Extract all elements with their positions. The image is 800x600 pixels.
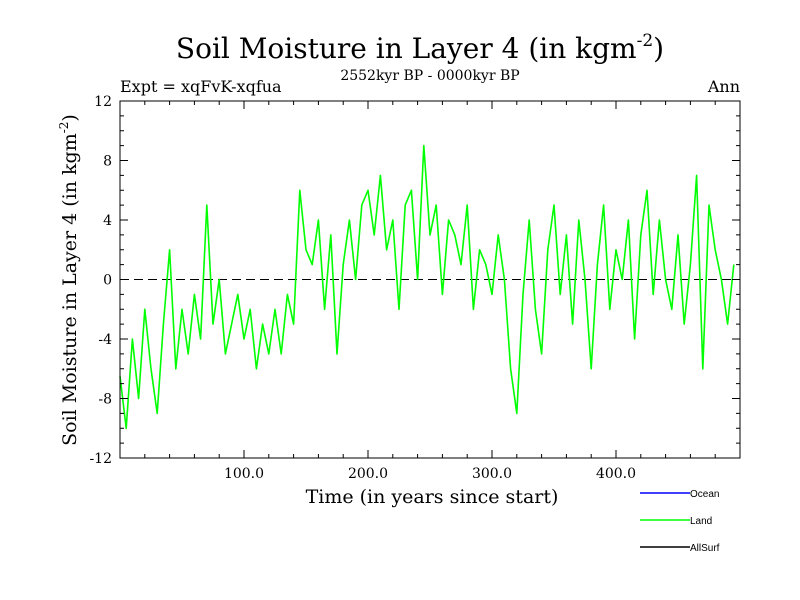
y-tick-label: 4 [103, 213, 112, 229]
x-tick-label: 100.0 [224, 466, 264, 482]
chart-title: Soil Moisture in Layer 4 (in kgm-2) [176, 31, 664, 65]
series-line-land [119, 144, 735, 430]
season-label: Ann [707, 77, 740, 96]
chart-subtitle: 2552kyr BP - 0000kyr BP [340, 68, 519, 84]
y-tick-label: -8 [98, 392, 112, 408]
y-tick-label: -4 [98, 332, 112, 348]
x-tick-label: 200.0 [348, 466, 388, 482]
legend-label-land: Land [690, 516, 712, 527]
axis-ticks: -12 -8 -4 0 4 8 12 100.0 200.0 300.0 400.0 [89, 94, 740, 482]
y-tick-label: 8 [103, 154, 112, 170]
y-tick-label: -12 [89, 451, 112, 467]
x-axis-label: Time (in years since start) [306, 486, 559, 508]
legend-label-ocean: Ocean [690, 489, 719, 500]
y-tick-label: 12 [94, 94, 112, 110]
plot-area [119, 100, 741, 459]
y-tick-label: 0 [103, 273, 112, 289]
legend-label-allsurf: AllSurf [690, 543, 720, 554]
legend: Ocean Land AllSurf [640, 489, 720, 554]
y-axis-label: Soil Moisture in Layer 4 (in kgm-2) [57, 114, 81, 446]
x-tick-label: 400.0 [596, 466, 636, 482]
x-tick-label: 300.0 [472, 466, 512, 482]
experiment-label: Expt = xqFvK-xqfua [120, 77, 282, 96]
